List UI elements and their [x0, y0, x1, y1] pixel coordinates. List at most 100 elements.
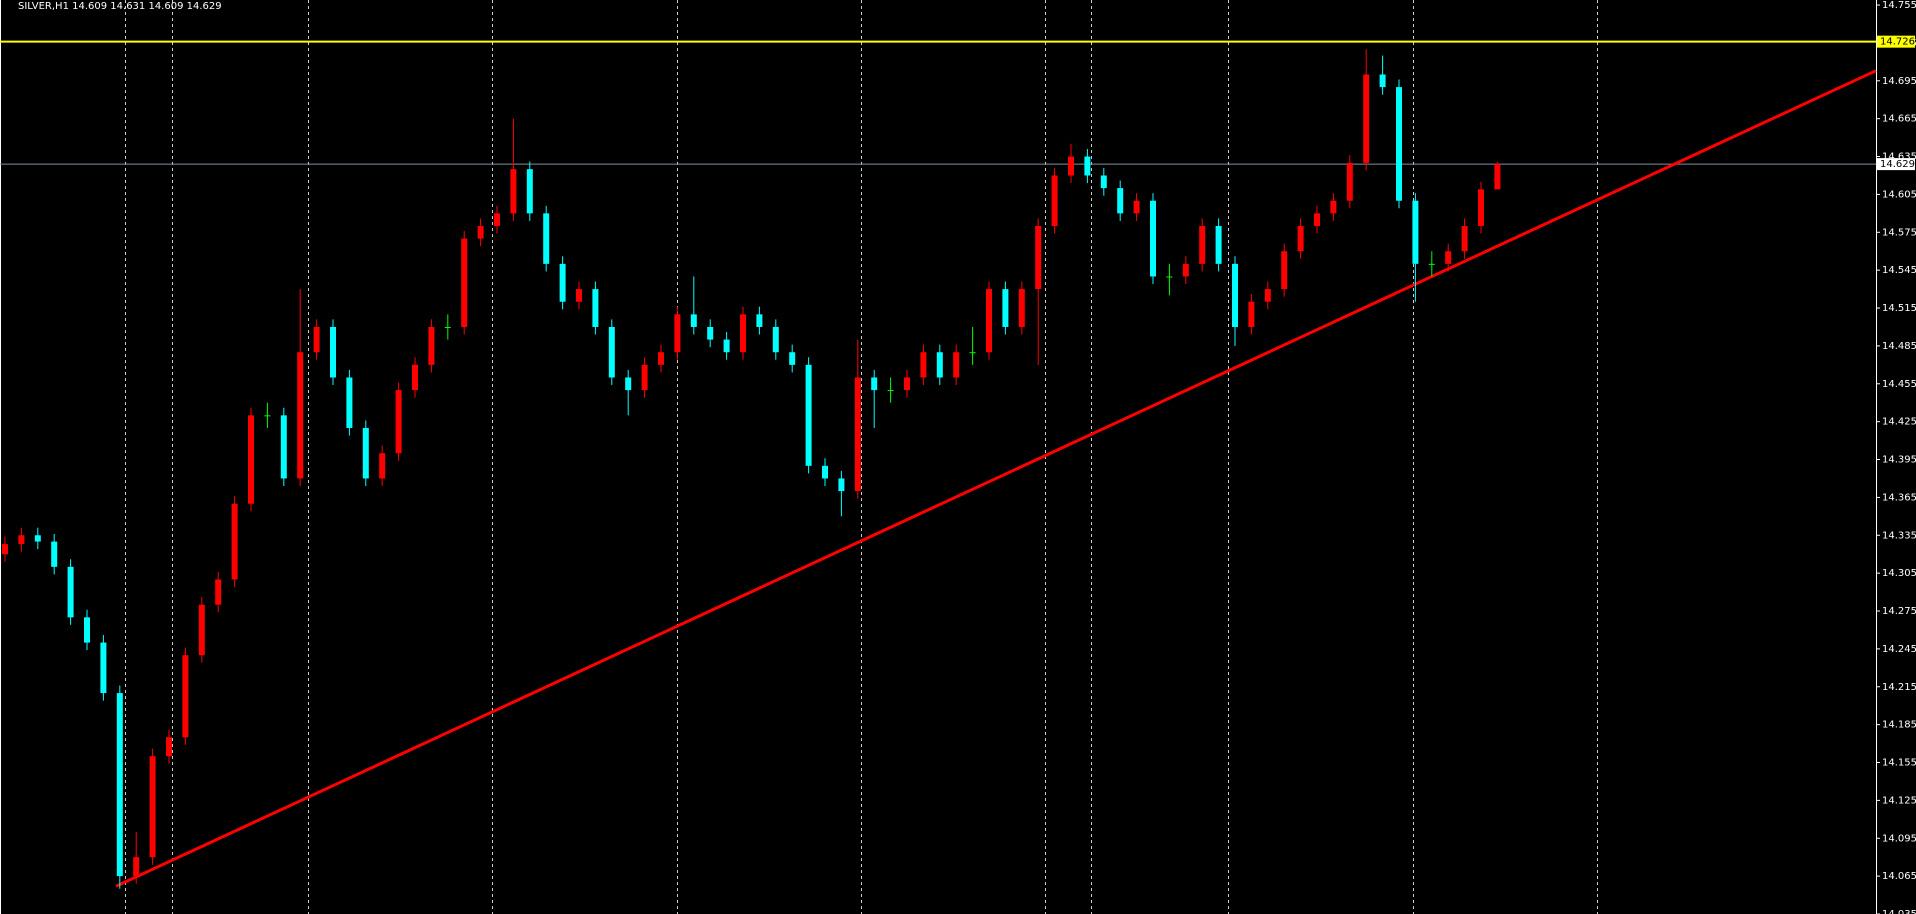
price-label-box — [1877, 158, 1915, 171]
candle-body — [1117, 188, 1124, 214]
candle-body — [592, 289, 599, 327]
candle-body — [362, 427, 369, 479]
candle-body — [674, 314, 681, 353]
candle-body — [1297, 225, 1304, 252]
candle-body — [1363, 74, 1370, 163]
candle-body — [740, 314, 746, 353]
candle-body — [1478, 189, 1484, 226]
candle-body — [576, 289, 582, 302]
candle-body — [494, 213, 500, 226]
candle-body — [822, 465, 828, 479]
candle-body — [1002, 289, 1009, 327]
candle-body — [1051, 175, 1058, 226]
candle-body — [297, 352, 304, 479]
candle-body — [1199, 225, 1206, 264]
candle-body — [1182, 263, 1189, 277]
candle-body — [428, 326, 435, 365]
y-tick-label: 14.245 — [1882, 644, 1916, 655]
candle-body — [854, 377, 861, 492]
y-tick-label: 14.665 — [1882, 114, 1916, 125]
candle-body — [215, 579, 222, 605]
candle-body — [707, 326, 714, 340]
candle-body — [904, 377, 910, 391]
candle-body — [936, 352, 943, 378]
candle-body — [756, 314, 763, 327]
y-tick-label: 14.275 — [1882, 606, 1916, 617]
y-tick-label: 14.545 — [1882, 265, 1916, 276]
candle-body — [1396, 87, 1402, 201]
candle-body — [34, 535, 41, 542]
candle-body — [477, 225, 484, 239]
y-tick-label: 14.635 — [1882, 152, 1916, 163]
candle-body — [526, 169, 533, 214]
candle-body — [149, 756, 156, 858]
candle-body — [1100, 175, 1107, 189]
candle-body — [231, 503, 238, 580]
candle-body — [658, 352, 664, 365]
candle-body — [887, 390, 894, 392]
candle-body — [510, 169, 517, 214]
candle-body — [84, 617, 90, 643]
candle-body — [969, 352, 976, 354]
candle-body — [1166, 276, 1173, 278]
candle-body — [1346, 162, 1353, 201]
candle-body — [100, 642, 107, 694]
candle-body — [412, 364, 418, 391]
candle-body — [1215, 225, 1222, 264]
candle-body — [789, 352, 796, 365]
candle-body — [182, 655, 189, 738]
candle-body — [313, 326, 320, 353]
candle-body — [51, 541, 58, 567]
candle-body — [1314, 213, 1320, 226]
candle-body — [1461, 225, 1468, 252]
y-tick-label: 14.365 — [1882, 492, 1916, 503]
candle-body — [1232, 263, 1238, 327]
price-label: 14.726 — [1880, 37, 1915, 48]
candle-body — [1150, 200, 1156, 277]
candle-body — [2, 544, 8, 555]
candle-body — [871, 377, 878, 391]
plot — [0, 40, 1877, 889]
candle-body — [1412, 200, 1419, 264]
candle-body — [1281, 251, 1288, 290]
y-tick-label: 14.155 — [1882, 758, 1916, 769]
y-tick-label: 14.485 — [1882, 341, 1916, 352]
y-tick-label: 14.755 — [1882, 0, 1916, 11]
candle-body — [248, 415, 254, 504]
candle-body — [264, 415, 271, 417]
y-tick-label: 14.575 — [1882, 227, 1916, 238]
y-tick-label: 14.455 — [1882, 379, 1916, 390]
candle-body — [395, 390, 402, 454]
candle-body — [67, 566, 74, 618]
y-tick-label: 14.125 — [1882, 795, 1916, 806]
y-tick-label: 14.515 — [1882, 303, 1916, 314]
y-tick-label: 14.605 — [1882, 189, 1916, 200]
y-tick-label: 14.395 — [1882, 455, 1916, 466]
candle-body — [1133, 200, 1140, 214]
y-tick-label: 14.095 — [1882, 833, 1916, 844]
candle-body — [444, 326, 451, 328]
price-label-box — [1877, 35, 1915, 48]
chart-title: SILVER,H1 14.609 14.631 14.609 14.629 — [18, 1, 222, 12]
candle-body — [625, 377, 632, 391]
candle-body — [838, 478, 845, 492]
candle-body — [198, 604, 205, 656]
candle-body — [1068, 156, 1074, 176]
y-tick-label: 14.185 — [1882, 720, 1916, 731]
candle-body — [641, 364, 648, 391]
candle-body — [1084, 156, 1091, 176]
candle-body — [772, 326, 779, 353]
candle-body — [920, 352, 927, 378]
y-tick-label: 14.695 — [1882, 76, 1916, 87]
candle-body — [133, 857, 140, 877]
candle-body — [461, 238, 468, 327]
candle-body — [805, 364, 812, 466]
candle-body — [559, 263, 566, 302]
candle-body — [330, 326, 336, 378]
candle-body — [1035, 225, 1042, 290]
candle-body — [1379, 74, 1386, 88]
price-label: 14.629 — [1880, 159, 1915, 170]
y-tick-label: 14.335 — [1882, 530, 1916, 541]
